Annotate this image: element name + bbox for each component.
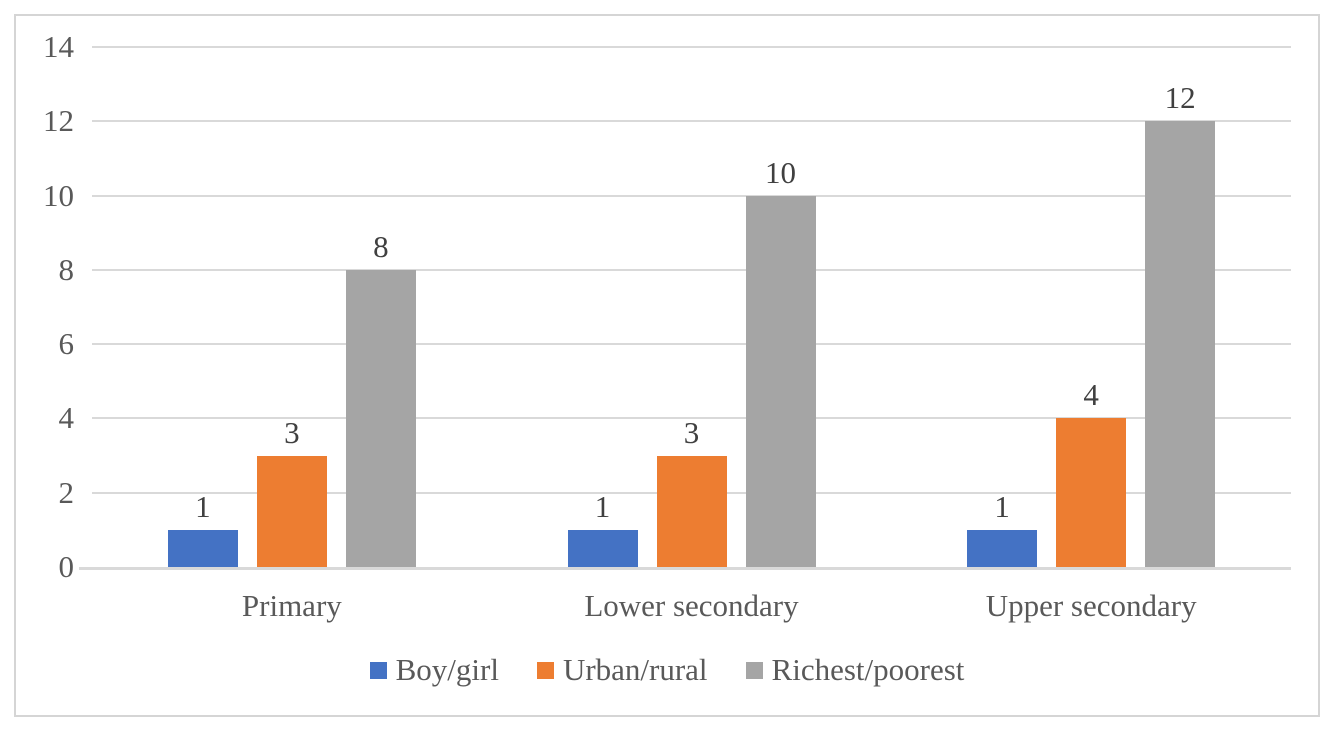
data-label: 8 [373,229,389,264]
bar-boy-girl [967,530,1038,567]
gridline [92,268,1291,271]
y-tick-label: 2 [58,474,75,510]
data-label: 1 [594,489,611,524]
bar-boy-girl [567,530,638,567]
data-label: 10 [765,155,796,190]
legend-label: Urban/rural [562,652,708,687]
plot-area: 0 2 4 6 8 10 12 14 1 3 8 Primary 1 3 10 Lower secondary… [16,16,1318,715]
legend-item: Richest/poorest [745,651,965,689]
category-label: Lower secondary [584,588,799,623]
bar-richest-poorest [345,270,416,567]
y-tick-label: 10 [43,177,74,213]
bar-urban-rural [1056,418,1127,567]
y-tick-label: 6 [58,326,75,362]
gridline [92,46,1291,48]
gridline [92,194,1291,197]
bar-richest-poorest [745,196,816,567]
bar-urban-rural [656,456,727,567]
data-label: 1 [195,489,211,524]
y-tick-label: 12 [43,103,74,139]
data-label: 4 [1083,377,1099,412]
y-tick-label: 0 [58,549,75,584]
chart-frame: 0 2 4 6 8 10 12 14 1 3 8 Primary 1 3 10 Lower secondary… [14,14,1320,717]
category-label: Primary [241,588,342,623]
legend-swatch-icon [369,661,387,679]
x-axis-line [79,567,1291,570]
y-tick-label: 4 [58,400,75,436]
data-label: 1 [994,489,1010,524]
legend-swatch-icon [745,661,763,679]
legend-label: Boy/girl [395,652,499,687]
legend-item: Boy/girl [369,651,499,689]
category-label: Upper secondary [985,588,1197,623]
legend-item: Urban/rural [536,651,708,689]
bar-urban-rural [256,456,327,567]
y-tick-label: 8 [58,251,75,287]
data-label: 12 [1164,80,1196,115]
gridline [92,120,1291,123]
data-label: 3 [284,415,300,450]
gridline [92,417,1291,420]
gridline [92,343,1291,346]
legend-label: Richest/poorest [771,652,965,687]
data-label: 3 [683,415,700,450]
y-tick-label: 14 [43,29,74,64]
legend-swatch-icon [536,661,554,679]
legend: Boy/girl Urban/rural Richest/poorest [16,648,1318,692]
bar-richest-poorest [1145,121,1216,567]
bar-boy-girl [167,530,238,567]
